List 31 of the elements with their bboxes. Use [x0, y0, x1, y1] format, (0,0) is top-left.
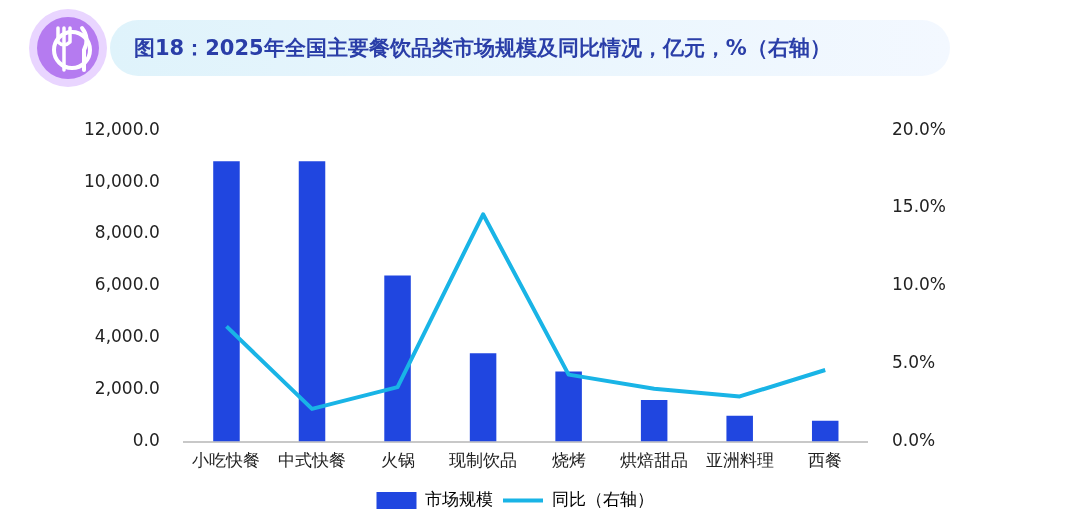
bar: [555, 371, 582, 442]
bar: [213, 161, 240, 442]
y-tick-label: 10,000.0: [84, 170, 160, 191]
chart-title: 图18：2025年全国主要餐饮品类市场规模及同比情况，亿元，%（右轴）: [134, 35, 831, 62]
y-tick-label: 8,000.0: [94, 222, 160, 243]
y2-tick-label: 0.0%: [892, 430, 936, 451]
y2-tick-label: 20.0%: [892, 118, 947, 139]
bar: [811, 420, 839, 442]
y-tick-label: 2,000.0: [94, 378, 160, 399]
bar: [298, 161, 326, 442]
bar: [640, 400, 668, 442]
y-tick-label: 4,000.0: [94, 326, 160, 347]
x-tick-label: 烧烤: [551, 450, 586, 471]
x-tick-label: 烘焙甜品: [620, 450, 689, 471]
y-tick-label: 12,000.0: [84, 118, 160, 139]
bar: [469, 353, 497, 442]
x-tick-label: 亚洲料理: [705, 450, 774, 471]
legend-label: 同比（右轴）: [551, 488, 654, 509]
y-tick-label: 6,000.0: [94, 274, 160, 295]
legend-label: 市场规模: [425, 488, 493, 509]
bar: [726, 415, 753, 442]
y2-tick-label: 15.0%: [892, 196, 947, 217]
x-tick-label: 中式快餐: [278, 450, 347, 471]
x-tick-label: 现制饮品: [449, 450, 518, 471]
x-tick-label: 小吃快餐: [192, 450, 261, 471]
y2-tick-label: 5.0%: [892, 352, 936, 373]
y-tick-label: 0.0: [132, 430, 160, 451]
y2-tick-label: 10.0%: [892, 274, 947, 295]
x-tick-label: 西餐: [808, 450, 843, 471]
x-tick-label: 火锅: [380, 450, 415, 471]
bar: [384, 275, 411, 442]
